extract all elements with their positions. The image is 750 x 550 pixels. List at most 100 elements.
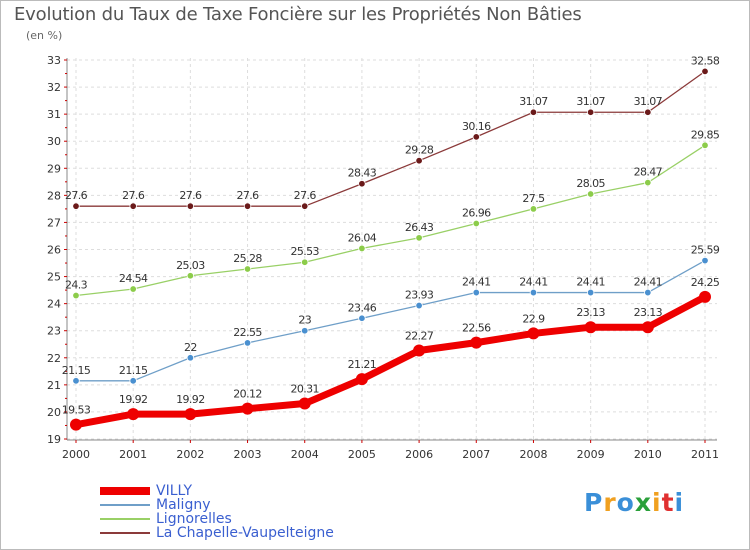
- x-tick-label: 2002: [176, 448, 204, 461]
- data-point-maligny: [129, 377, 137, 385]
- data-point-lignorelles: [472, 219, 480, 228]
- data-label-lignorelles: 25.28: [233, 252, 262, 265]
- data-point-villy: [241, 402, 254, 415]
- y-tick-label: 20: [47, 406, 61, 419]
- data-point-lignorelles: [129, 285, 137, 293]
- data-point-lignorelles: [186, 272, 195, 280]
- data-label-la-chapelle-vaupelteigne: 30.16: [462, 120, 491, 133]
- data-label-lignorelles: 28.47: [634, 166, 663, 179]
- data-label-villy: 22.56: [462, 322, 491, 335]
- data-label-maligny: 23: [298, 314, 311, 327]
- series-line-villy: [72, 293, 709, 429]
- x-tick-label: 2008: [519, 448, 547, 461]
- legend-label: Maligny: [156, 497, 211, 513]
- x-tick-label: 2004: [291, 448, 319, 461]
- data-label-lignorelles: 26.96: [462, 207, 491, 220]
- data-point-villy: [355, 373, 368, 386]
- data-point-villy: [470, 336, 483, 349]
- data-label-lignorelles: 25.03: [176, 259, 205, 272]
- data-point-la-chapelle-vaupelteigne: [243, 202, 252, 210]
- data-point-maligny: [701, 256, 709, 265]
- data-label-la-chapelle-vaupelteigne: 29.28: [405, 144, 434, 157]
- data-label-villy: 22.9: [522, 312, 545, 325]
- y-tick-label: 30: [47, 135, 61, 148]
- y-tick-label: 33: [47, 54, 61, 67]
- y-tick-label: 32: [47, 81, 61, 94]
- data-point-la-chapelle-vaupelteigne: [701, 67, 709, 76]
- data-point-villy: [413, 344, 426, 357]
- data-point-villy: [184, 408, 197, 421]
- data-point-la-chapelle-vaupelteigne: [472, 133, 480, 141]
- data-label-lignorelles: 25.53: [290, 245, 319, 258]
- x-tick-label: 2005: [348, 448, 376, 461]
- data-label-villy: 19.92: [119, 393, 148, 406]
- data-label-villy: 24.25: [691, 276, 720, 289]
- data-point-lignorelles: [415, 234, 423, 242]
- data-label-lignorelles: 28.05: [576, 177, 605, 190]
- y-tick-label: 31: [47, 108, 61, 121]
- legend-swatch: [100, 487, 150, 495]
- data-point-lignorelles: [72, 291, 80, 300]
- x-tick-label: 2000: [62, 448, 90, 461]
- data-label-villy: 19.53: [62, 404, 91, 417]
- data-point-villy: [584, 321, 597, 334]
- data-point-maligny: [186, 354, 195, 362]
- y-tick-label: 22: [47, 352, 61, 365]
- data-label-maligny: 24.41: [519, 276, 548, 289]
- data-point-maligny: [644, 288, 652, 297]
- data-label-maligny: 21.15: [119, 364, 148, 377]
- y-tick-label: 19: [47, 433, 61, 446]
- data-label-la-chapelle-vaupelteigne: 31.07: [576, 95, 605, 108]
- data-label-villy: 20.31: [290, 383, 319, 396]
- data-point-la-chapelle-vaupelteigne: [644, 108, 652, 116]
- data-point-maligny: [586, 288, 595, 297]
- legend-swatch: [100, 518, 150, 520]
- data-label-villy: 23.13: [576, 306, 605, 319]
- data-point-la-chapelle-vaupelteigne: [586, 108, 595, 116]
- logo-letter: t: [661, 488, 675, 517]
- y-tick-label: 27: [47, 216, 61, 229]
- series-line-lignorelles: [75, 144, 706, 297]
- series-line-la-chapelle-vaupelteigne: [75, 70, 706, 207]
- data-point-lignorelles: [586, 190, 595, 198]
- data-point-maligny: [529, 288, 538, 297]
- data-point-la-chapelle-vaupelteigne: [358, 180, 366, 188]
- data-point-lignorelles: [358, 244, 366, 253]
- data-point-villy: [298, 397, 311, 410]
- y-tick-label: 29: [47, 162, 61, 175]
- data-label-lignorelles: 29.85: [691, 128, 720, 141]
- data-point-la-chapelle-vaupelteigne: [529, 108, 538, 116]
- logo-letter: P: [584, 488, 604, 517]
- x-tick-label: 2010: [634, 448, 662, 461]
- data-point-maligny: [358, 314, 366, 322]
- legend-swatch: [100, 532, 150, 534]
- legend-label: VILLY: [156, 483, 192, 499]
- data-point-maligny: [415, 301, 423, 310]
- data-label-villy: 19.92: [176, 393, 205, 406]
- data-point-maligny: [243, 339, 252, 347]
- legend-label: La Chapelle-Vaupelteigne: [156, 525, 334, 541]
- data-label-la-chapelle-vaupelteigne: 31.07: [634, 95, 663, 108]
- data-label-maligny: 25.59: [691, 244, 720, 257]
- x-tick-label: 2011: [691, 448, 719, 461]
- y-tick-label: 24: [47, 298, 61, 311]
- logo-letter: o: [616, 488, 635, 517]
- y-tick-label: 25: [47, 271, 61, 284]
- data-label-villy: 23.13: [634, 306, 663, 319]
- data-label-la-chapelle-vaupelteigne: 27.6: [236, 189, 259, 202]
- data-point-villy: [641, 321, 654, 334]
- data-label-la-chapelle-vaupelteigne: 28.43: [348, 167, 377, 180]
- data-label-villy: 22.27: [405, 329, 434, 342]
- data-label-maligny: 21.15: [62, 364, 91, 377]
- data-point-lignorelles: [243, 265, 252, 273]
- data-point-la-chapelle-vaupelteigne: [72, 202, 80, 210]
- data-label-maligny: 23.46: [348, 301, 377, 314]
- y-tick-label: 26: [47, 244, 61, 257]
- data-label-maligny: 24.41: [634, 276, 663, 289]
- logo-letter: i: [652, 488, 662, 517]
- chart-title: Evolution du Taux de Taxe Foncière sur l…: [14, 4, 582, 25]
- data-label-lignorelles: 26.04: [348, 231, 377, 244]
- logo-letter: r: [603, 488, 617, 517]
- data-point-la-chapelle-vaupelteigne: [186, 202, 195, 210]
- data-point-lignorelles: [701, 141, 709, 149]
